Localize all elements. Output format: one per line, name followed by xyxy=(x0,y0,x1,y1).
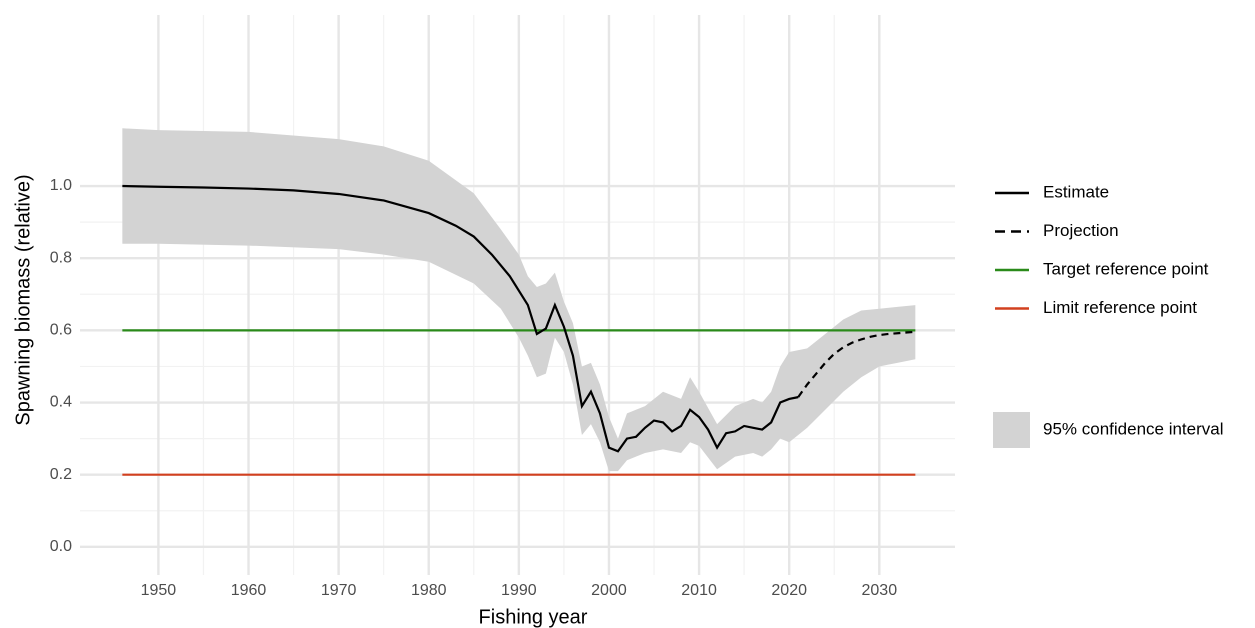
x-tick-label: 1980 xyxy=(411,582,447,599)
x-tick-label: 1990 xyxy=(501,582,537,599)
x-tick-label: 2020 xyxy=(771,582,807,599)
x-tick-label: 1970 xyxy=(321,582,357,599)
x-tick-label: 2010 xyxy=(681,582,717,599)
x-axis-title: Fishing year xyxy=(479,606,588,628)
legend-label: Projection xyxy=(1043,221,1119,240)
x-tick-label: 2000 xyxy=(591,582,627,599)
x-tick-label: 1960 xyxy=(231,582,267,599)
legend-label: Target reference point xyxy=(1043,259,1209,278)
y-axis-title: Spawning biomass (relative) xyxy=(12,174,34,425)
y-tick-label: 0.4 xyxy=(50,394,72,411)
y-tick-label: 0.8 xyxy=(50,249,72,266)
confidence-band xyxy=(122,128,916,472)
legend-label: Limit reference point xyxy=(1043,298,1197,317)
series-line xyxy=(797,330,916,398)
legend-label: Estimate xyxy=(1043,182,1109,201)
y-tick-label: 0.6 xyxy=(50,322,72,339)
series-line xyxy=(122,184,799,453)
x-tick-label: 2030 xyxy=(862,582,898,599)
y-tick-label: 1.0 xyxy=(50,177,72,194)
y-tick-label: 0.0 xyxy=(50,538,72,555)
y-tick-label: 0.2 xyxy=(50,466,72,483)
legend-swatch xyxy=(993,412,1030,448)
x-tick-label: 1950 xyxy=(141,582,177,599)
legend-label: 95% confidence interval xyxy=(1043,419,1224,438)
